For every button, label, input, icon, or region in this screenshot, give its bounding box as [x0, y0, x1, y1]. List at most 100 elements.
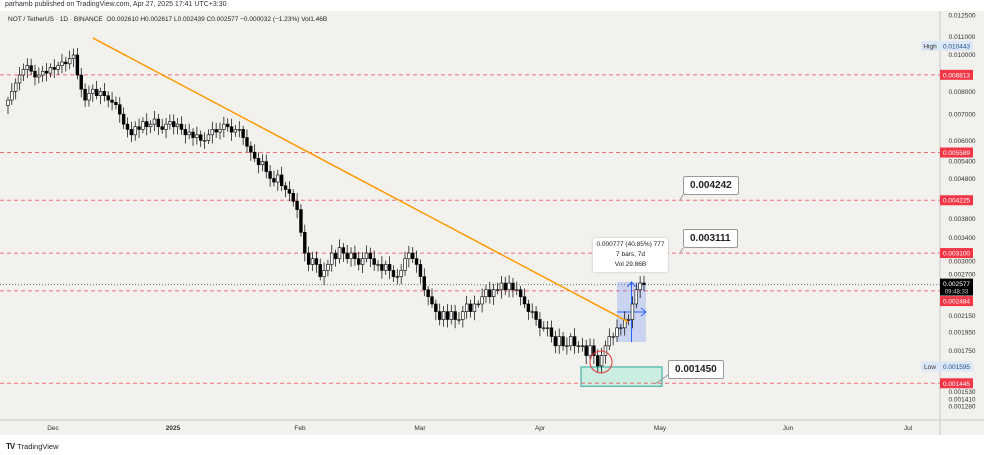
candle	[357, 258, 361, 265]
candle	[376, 264, 380, 266]
candle	[526, 303, 531, 312]
candle	[576, 345, 581, 347]
candle	[287, 189, 292, 194]
candle	[210, 129, 214, 136]
candle	[268, 171, 272, 179]
time-tick-label: Dec	[47, 425, 59, 432]
candle	[441, 311, 446, 320]
candle	[314, 258, 319, 265]
price-tick-label: 0.005400	[948, 158, 975, 165]
high-tag	[921, 40, 973, 51]
candle	[611, 336, 615, 338]
candle	[291, 193, 295, 202]
candle	[418, 264, 423, 277]
candle	[195, 134, 199, 138]
price-tick-label: 0.003400	[948, 235, 975, 242]
candle	[141, 121, 145, 130]
level-price-tag	[940, 378, 973, 389]
candle	[160, 126, 164, 130]
candle	[553, 336, 558, 347]
level-price-label: 0.004225	[943, 198, 970, 205]
candle	[449, 311, 453, 320]
candle	[634, 289, 638, 305]
candle	[10, 91, 14, 101]
callout-pointer	[679, 194, 684, 201]
callout-resistance-1[interactable]: 0.003111	[683, 229, 738, 248]
candle	[387, 264, 392, 271]
symbol-name: NOT / TetherUS · 1D · BINANCE	[8, 16, 103, 23]
candle	[403, 258, 407, 271]
candle	[179, 123, 184, 130]
candle	[25, 65, 29, 70]
callout-resistance-2[interactable]: 0.004242	[683, 176, 739, 195]
candle	[52, 67, 56, 70]
level-price-tag	[940, 69, 973, 80]
candle	[168, 121, 172, 125]
price-tick-label: 0.012500	[948, 13, 975, 20]
candle	[326, 264, 330, 271]
candle	[384, 264, 388, 271]
candle	[56, 65, 60, 70]
candle	[495, 289, 500, 291]
candle	[94, 88, 99, 96]
price-tick-label: 0.003800	[948, 216, 975, 223]
candle	[353, 252, 357, 259]
time-axis	[0, 420, 940, 435]
plot-background	[0, 11, 940, 420]
candle	[67, 58, 72, 65]
candle	[445, 311, 450, 320]
published-info: parhamb published on TradingView.com, Ap…	[5, 1, 227, 8]
candle	[333, 252, 338, 259]
tradingview-logo[interactable]: TV TradingView	[6, 442, 59, 451]
candle	[245, 137, 249, 147]
candle	[549, 327, 554, 337]
candle	[538, 319, 542, 329]
candle	[619, 327, 623, 329]
candle	[599, 355, 604, 367]
candle	[503, 282, 507, 291]
candle	[279, 174, 284, 187]
measure-bars: 7 bars, 7d	[616, 251, 645, 258]
candle	[364, 252, 369, 259]
candle	[518, 289, 523, 298]
candle	[322, 270, 326, 277]
candle	[515, 289, 519, 291]
candle	[37, 74, 41, 78]
candle	[569, 336, 573, 347]
low-highlight-circle	[589, 350, 613, 374]
candle	[461, 311, 465, 320]
candle	[603, 345, 608, 356]
low-tag-label: Low	[924, 364, 936, 371]
candle	[542, 327, 546, 329]
price-tick-label: 0.001280	[948, 403, 975, 410]
price-tick-label: 0.001530	[948, 389, 975, 396]
price-tick-label: 0.002700	[948, 272, 975, 279]
candle	[422, 276, 426, 291]
candle	[133, 126, 137, 136]
candle	[222, 123, 226, 130]
candle	[584, 345, 588, 356]
candle	[638, 282, 642, 291]
level-price-label: 0.001445	[943, 381, 970, 388]
time-tick-label: Feb	[294, 425, 306, 432]
candle	[438, 311, 442, 320]
price-tick-label: 0.011000	[949, 34, 976, 41]
candle	[488, 289, 492, 298]
price-tick-label: 0.006000	[948, 138, 975, 145]
candle	[491, 289, 496, 298]
candle	[152, 118, 157, 125]
price-tick-label: 0.004800	[948, 176, 975, 183]
level-price-tag	[940, 147, 973, 158]
candle	[430, 296, 434, 305]
candle	[596, 355, 600, 367]
candle	[630, 303, 635, 320]
candle	[360, 258, 365, 265]
callout-support[interactable]: 0.001450	[668, 360, 724, 379]
candle	[187, 131, 191, 136]
candle	[71, 54, 76, 59]
callout-pointer	[654, 374, 669, 385]
candle	[172, 121, 176, 128]
candle	[237, 129, 241, 131]
candle	[114, 102, 118, 105]
